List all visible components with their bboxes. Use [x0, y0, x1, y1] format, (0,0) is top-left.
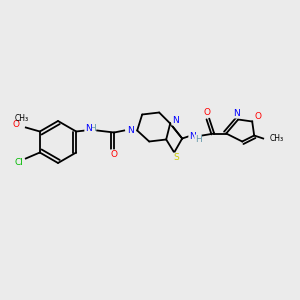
- Text: N: N: [172, 116, 178, 125]
- Text: O: O: [255, 112, 262, 121]
- Text: N: N: [233, 109, 240, 118]
- Text: N: N: [85, 124, 92, 133]
- Text: N: N: [189, 132, 196, 141]
- Text: O: O: [111, 150, 118, 159]
- Text: S: S: [173, 153, 179, 162]
- Text: O: O: [12, 120, 19, 129]
- Text: CH₃: CH₃: [15, 114, 29, 123]
- Text: O: O: [204, 108, 211, 117]
- Text: N: N: [127, 126, 134, 135]
- Text: Cl: Cl: [14, 158, 23, 167]
- Text: H: H: [89, 124, 96, 133]
- Text: CH₃: CH₃: [269, 134, 283, 143]
- Text: H: H: [195, 135, 202, 144]
